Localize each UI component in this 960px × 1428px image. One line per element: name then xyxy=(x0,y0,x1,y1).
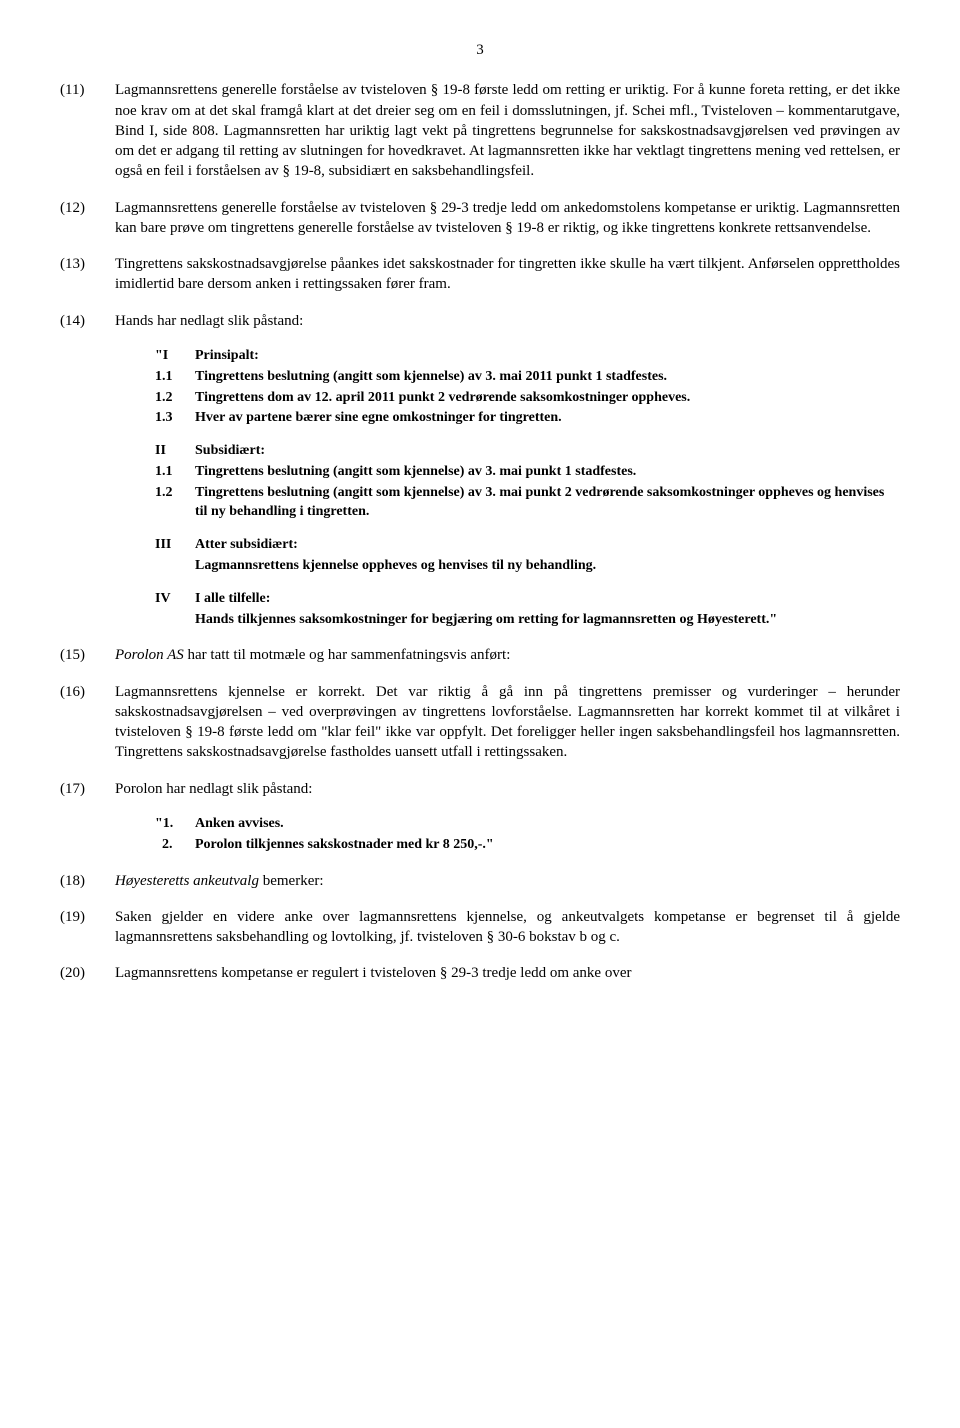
claim-label: IV xyxy=(155,590,195,609)
paragraph-18: (18) Høyesteretts ankeutvalg bemerker: xyxy=(60,871,900,891)
para-num: (17) xyxy=(60,779,115,799)
para-num: (15) xyxy=(60,645,115,665)
para-num: (20) xyxy=(60,963,115,983)
paragraph-20: (20) Lagmannsrettens kompetanse er regul… xyxy=(60,963,900,983)
claim-label: 2. xyxy=(155,836,195,855)
paragraph-19: (19) Saken gjelder en videre anke over l… xyxy=(60,907,900,948)
para-num: (12) xyxy=(60,198,115,239)
claim-heading: I alle tilfelle: xyxy=(195,590,900,609)
para-text: Lagmannsrettens kompetanse er regulert i… xyxy=(115,963,900,983)
para-num: (11) xyxy=(60,80,115,181)
party-name: Høyesteretts ankeutvalg xyxy=(115,873,259,889)
claim-label: 1.1 xyxy=(155,368,195,387)
claim-text: Lagmannsrettens kjennelse oppheves og he… xyxy=(195,557,900,576)
claim-label: 1.2 xyxy=(155,389,195,408)
paragraph-17: (17) Porolon har nedlagt slik påstand: xyxy=(60,779,900,799)
claim-text: Anken avvises. xyxy=(195,815,900,834)
claims-block-17: "1. Anken avvises. 2. Porolon tilkjennes… xyxy=(155,815,900,855)
claim-label: 1.2 xyxy=(155,484,195,522)
claim-group-ii: II Subsidiært: 1.1 Tingrettens beslutnin… xyxy=(155,442,900,522)
para-num: (14) xyxy=(60,311,115,331)
para-text: Hands har nedlagt slik påstand: xyxy=(115,311,900,331)
claim-group-iii: III Atter subsidiært: Lagmannsrettens kj… xyxy=(155,536,900,576)
paragraph-15: (15) Porolon AS har tatt til motmæle og … xyxy=(60,645,900,665)
paragraph-14: (14) Hands har nedlagt slik påstand: xyxy=(60,311,900,331)
para-num: (18) xyxy=(60,871,115,891)
para-text: Høyesteretts ankeutvalg bemerker: xyxy=(115,871,900,891)
claims-block-14: "I Prinsipalt: 1.1 Tingrettens beslutnin… xyxy=(155,347,900,630)
para-tail: bemerker: xyxy=(259,873,324,889)
para-text: Tingrettens sakskostnadsavgjørelse påank… xyxy=(115,254,900,295)
claim-text: Tingrettens beslutning (angitt som kjenn… xyxy=(195,463,900,482)
para-text: Saken gjelder en videre anke over lagman… xyxy=(115,907,900,948)
claim-label: "I xyxy=(155,347,195,366)
claim-heading: Subsidiært: xyxy=(195,442,900,461)
para-text: Lagmannsrettens generelle forståelse av … xyxy=(115,80,900,181)
claim-text: Tingrettens beslutning (angitt som kjenn… xyxy=(195,484,900,522)
claim-label: III xyxy=(155,536,195,555)
para-num: (13) xyxy=(60,254,115,295)
para-tail: har tatt til motmæle og har sammenfatnin… xyxy=(184,647,511,663)
claim-label: II xyxy=(155,442,195,461)
claim-label: "1. xyxy=(155,815,195,834)
para-num: (19) xyxy=(60,907,115,948)
claim-group-i: "I Prinsipalt: 1.1 Tingrettens beslutnin… xyxy=(155,347,900,429)
paragraph-16: (16) Lagmannsrettens kjennelse er korrek… xyxy=(60,682,900,763)
para-num: (16) xyxy=(60,682,115,763)
claim-label xyxy=(155,611,195,630)
claim-heading: Atter subsidiært: xyxy=(195,536,900,555)
claim-group-iv: IV I alle tilfelle: Hands tilkjennes sak… xyxy=(155,590,900,630)
claim-text: Hver av partene bærer sine egne omkostni… xyxy=(195,409,900,428)
claim-text: Tingrettens beslutning (angitt som kjenn… xyxy=(195,368,900,387)
claim-label xyxy=(155,557,195,576)
para-text: Lagmannsrettens kjennelse er korrekt. De… xyxy=(115,682,900,763)
page-number: 3 xyxy=(60,40,900,60)
paragraph-11: (11) Lagmannsrettens generelle forståels… xyxy=(60,80,900,181)
para-text: Lagmannsrettens generelle forståelse av … xyxy=(115,198,900,239)
paragraph-12: (12) Lagmannsrettens generelle forståels… xyxy=(60,198,900,239)
claim-label: 1.1 xyxy=(155,463,195,482)
party-name: Porolon AS xyxy=(115,647,184,663)
para-text: Porolon har nedlagt slik påstand: xyxy=(115,779,900,799)
paragraph-13: (13) Tingrettens sakskostnadsavgjørelse … xyxy=(60,254,900,295)
claim-heading: Prinsipalt: xyxy=(195,347,900,366)
para-text: Porolon AS har tatt til motmæle og har s… xyxy=(115,645,900,665)
claim-label: 1.3 xyxy=(155,409,195,428)
claim-text: Tingrettens dom av 12. april 2011 punkt … xyxy=(195,389,900,408)
claim-text: Hands tilkjennes saksomkostninger for be… xyxy=(195,611,900,630)
claim-text: Porolon tilkjennes sakskostnader med kr … xyxy=(195,836,900,855)
